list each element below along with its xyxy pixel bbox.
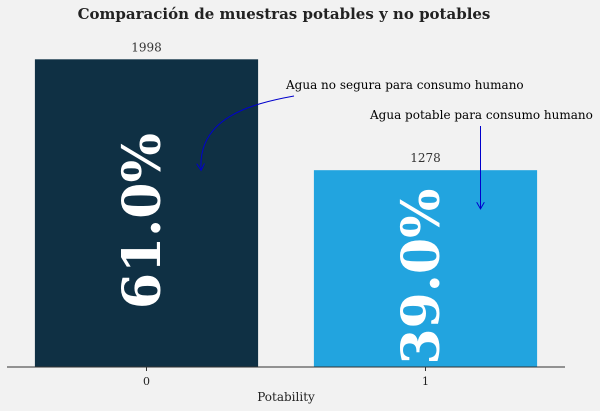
- annotation-unsafe-text: Agua no segura para consumo humano: [285, 78, 524, 92]
- annotation-potable-text: Agua potable para consumo humano: [369, 108, 593, 122]
- x-axis-label: Potability: [257, 390, 315, 404]
- annotation-unsafe-arrow: [201, 95, 295, 169]
- bar-value-label: 1998: [131, 40, 162, 54]
- bar-percent-label: 39.0%: [391, 189, 452, 365]
- x-tick-label: 1: [422, 375, 429, 388]
- bar-value-label: 1278: [410, 151, 441, 165]
- bar-1: [313, 170, 538, 367]
- chart-title: Comparación de muestras potables y no po…: [78, 5, 491, 23]
- x-tick-label: 0: [143, 375, 150, 388]
- annotations: Agua no segura para consumo humano Agua p…: [201, 78, 593, 208]
- bars: 1998 61.0% 1278 39.0%: [34, 40, 538, 368]
- bar-percent-label: 61.0%: [112, 133, 173, 309]
- bar-0: [34, 59, 259, 368]
